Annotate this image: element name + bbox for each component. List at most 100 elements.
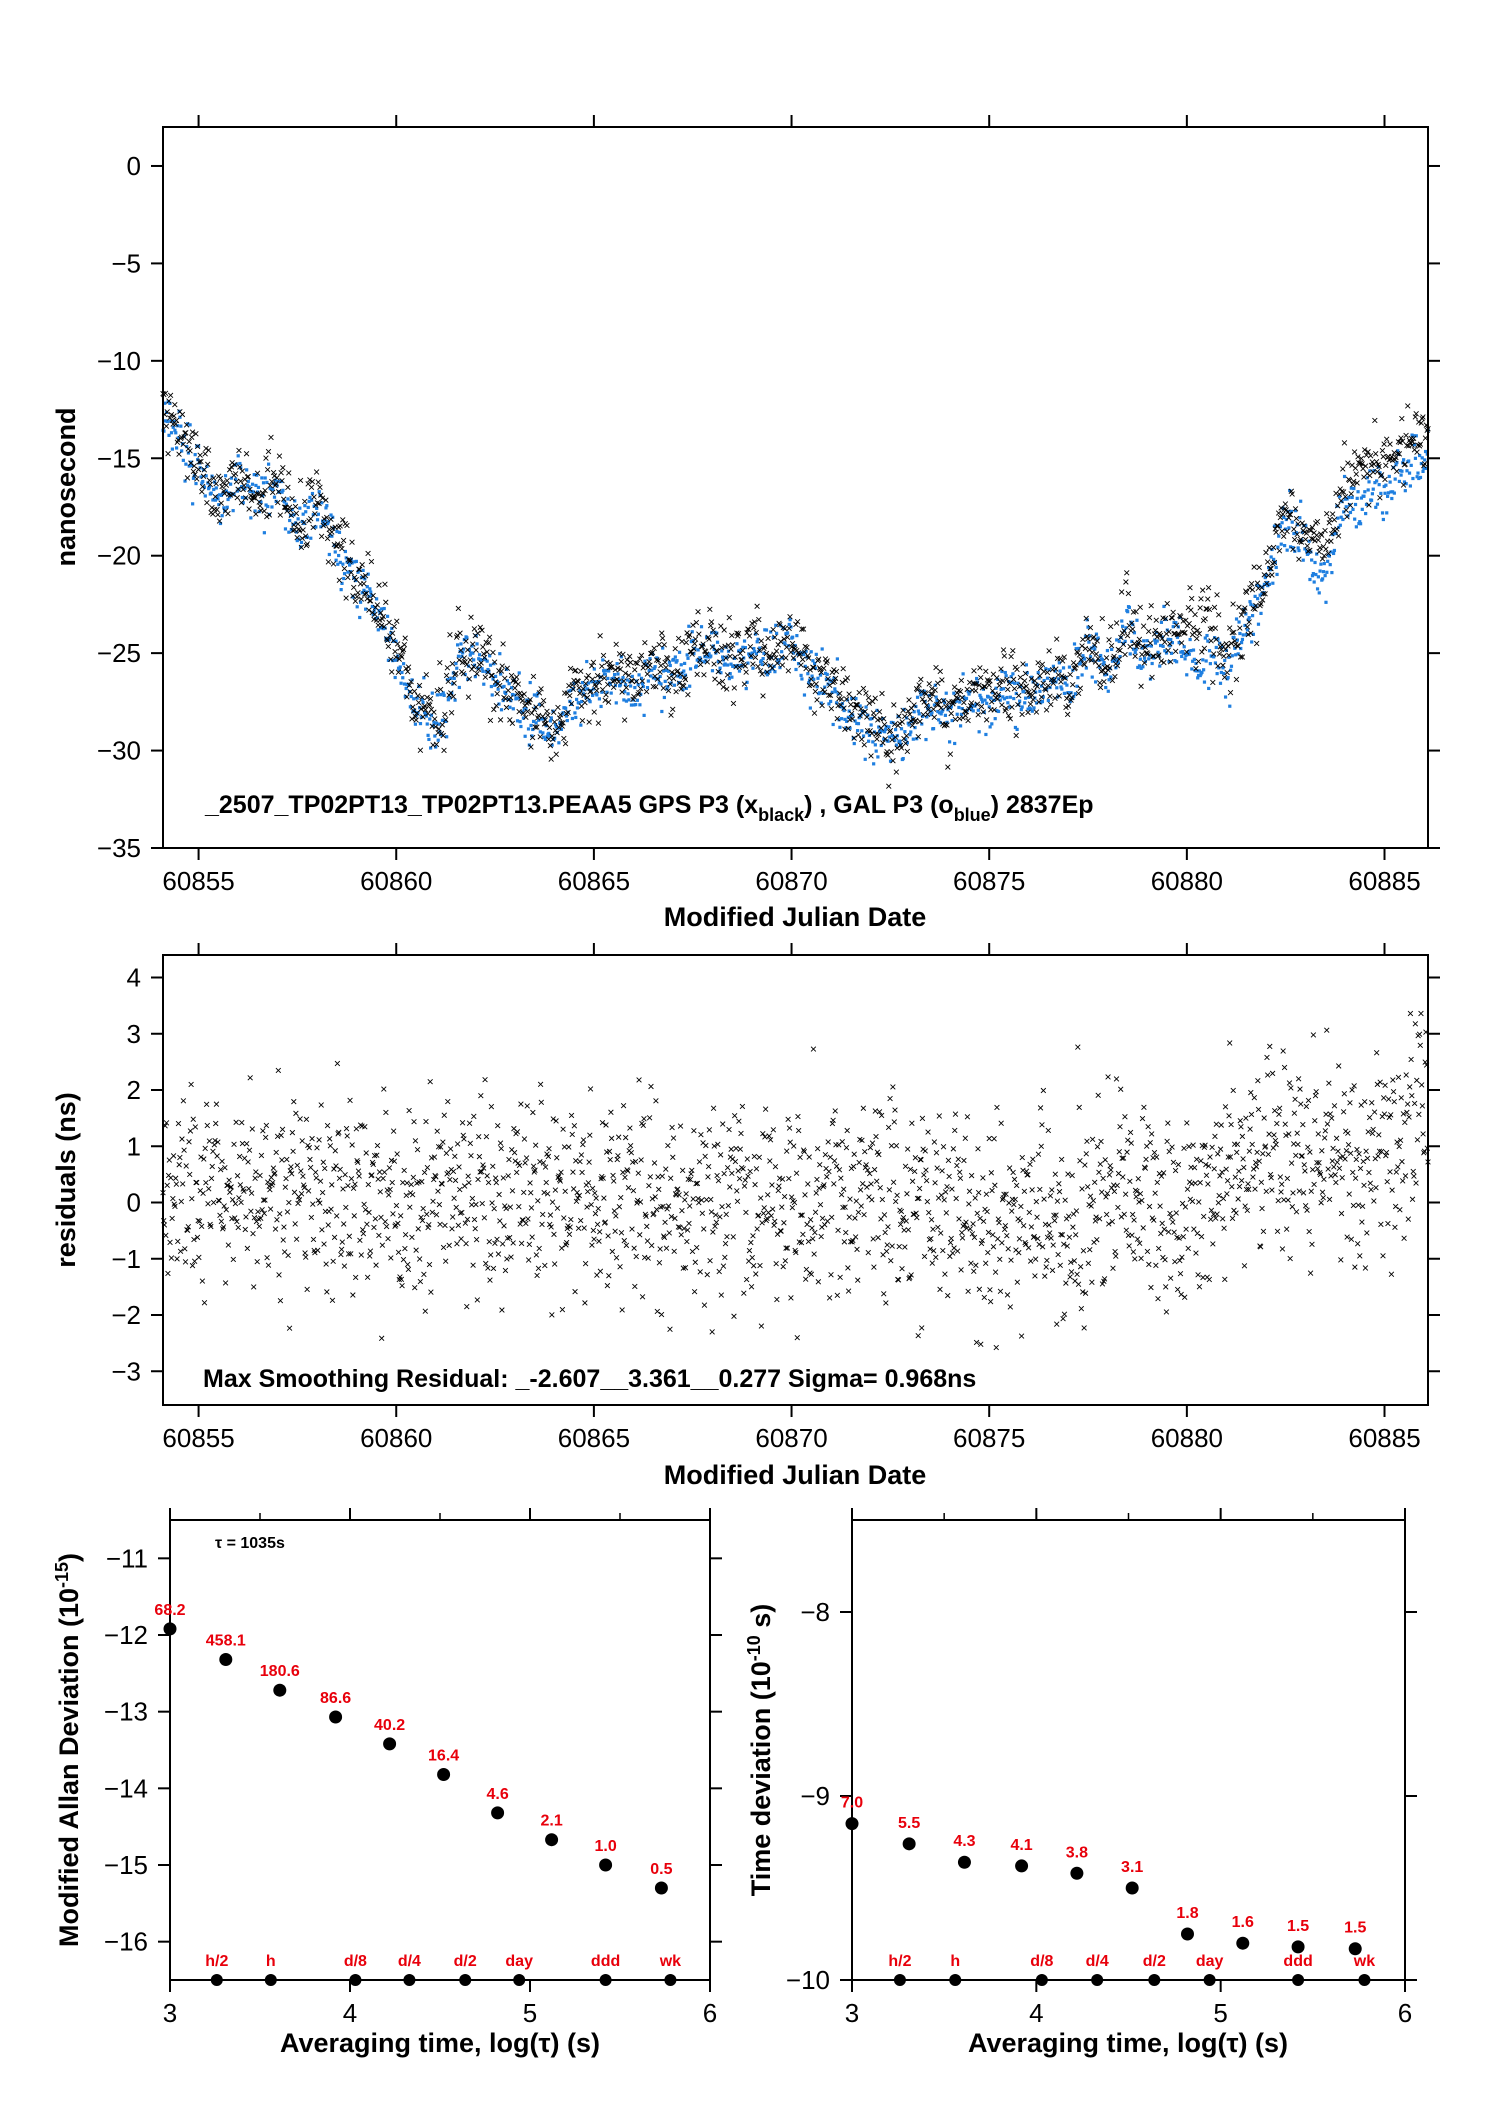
gps-point: [656, 641, 662, 648]
residual-point: [840, 1186, 847, 1192]
gal-point: [317, 490, 321, 494]
residual-point: [809, 1225, 815, 1231]
gps-point: [1202, 616, 1208, 622]
gps-point: [660, 685, 667, 691]
residual-point: [622, 1174, 628, 1181]
residual-point: [1198, 1158, 1204, 1164]
residual-point: [1331, 1164, 1337, 1170]
gps-point: [199, 488, 205, 495]
residual-point: [257, 1172, 263, 1179]
gal-point: [787, 622, 791, 627]
gps-point: [576, 685, 582, 691]
gps-point: [1021, 678, 1028, 684]
residual-point: [812, 1229, 818, 1236]
residual-point: [1146, 1203, 1153, 1210]
gal-point: [1294, 509, 1298, 513]
gal-point: [356, 570, 360, 574]
gal-point: [681, 688, 685, 692]
residual-point: [472, 1225, 478, 1232]
gal-point: [249, 516, 253, 520]
gps-point: [1099, 615, 1105, 622]
gps-point: [1214, 592, 1220, 598]
gal-point: [1294, 531, 1299, 535]
residual-point: [1311, 1181, 1317, 1188]
gps-point: [550, 736, 556, 743]
gal-point: [818, 673, 823, 677]
residual-point: [355, 1159, 361, 1166]
point-value-label: 86.6: [320, 1690, 351, 1707]
residual-point: [929, 1260, 935, 1266]
residual-point: [607, 1156, 613, 1163]
residual-point: [1224, 1191, 1230, 1197]
gps-point: [356, 566, 363, 573]
gps-point: [1249, 587, 1256, 593]
residual-point: [549, 1312, 555, 1318]
gal-point: [535, 694, 539, 698]
residual-point: [1196, 1284, 1203, 1290]
gal-point: [1124, 626, 1128, 630]
gal-point: [1400, 469, 1404, 473]
gal-point: [418, 721, 423, 726]
gal-point: [1189, 649, 1193, 653]
gps-point: [983, 668, 989, 675]
residual-point: [292, 1221, 298, 1227]
residual-point: [1276, 1111, 1282, 1118]
residual-point: [1288, 1160, 1295, 1166]
residual-point: [1297, 1086, 1303, 1092]
gps-point: [262, 487, 268, 494]
residual-point: [1235, 1196, 1241, 1202]
residual-point: [428, 1289, 434, 1295]
residual-point: [905, 1227, 912, 1233]
residual-point: [652, 1194, 658, 1200]
gps-point: [316, 500, 322, 507]
residual-point: [512, 1158, 519, 1164]
residual-point: [885, 1224, 891, 1230]
gps-point: [1067, 671, 1073, 678]
residual-point: [582, 1260, 589, 1267]
residual-point: [1108, 1167, 1114, 1173]
residual-point: [1181, 1145, 1187, 1152]
gal-point: [1269, 555, 1273, 559]
gal-point: [694, 664, 699, 668]
gal-point: [991, 691, 995, 695]
gps-point: [1020, 661, 1026, 667]
residual-point: [1239, 1133, 1246, 1140]
gps-point: [287, 507, 294, 514]
gal-point: [1131, 647, 1136, 651]
interval-marker-label: d/4: [398, 1953, 421, 1970]
gal-point: [1168, 644, 1172, 648]
residual-point: [619, 1307, 625, 1313]
residual-point: [447, 1176, 453, 1183]
gal-point: [838, 725, 842, 729]
residual-point: [1063, 1280, 1069, 1286]
gal-point: [450, 682, 455, 686]
gal-point: [741, 645, 745, 649]
gal-point: [755, 640, 759, 644]
x-tick-label: 60875: [953, 1423, 1025, 1453]
gps-point: [230, 491, 236, 498]
residual-point: [466, 1179, 472, 1186]
gps-point: [217, 475, 224, 482]
residual-point: [367, 1248, 374, 1254]
gps-point: [388, 656, 394, 663]
residual-point: [1290, 1190, 1296, 1196]
gps-point: [773, 648, 780, 654]
residual-point: [1371, 1198, 1377, 1204]
residual-point: [1307, 1149, 1313, 1155]
gps-point: [872, 695, 878, 701]
residual-point: [474, 1297, 481, 1303]
gal-point: [1158, 643, 1163, 648]
gps-point: [523, 714, 529, 721]
residual-point: [1339, 1175, 1345, 1181]
gps-point: [1101, 678, 1107, 685]
gal-point: [578, 689, 582, 693]
gal-point: [169, 431, 174, 435]
gal-point: [672, 683, 677, 687]
residual-point: [1350, 1202, 1357, 1209]
gal-point: [1118, 655, 1122, 659]
residual-point: [592, 1190, 598, 1196]
gps-point: [537, 734, 543, 740]
gal-point: [995, 709, 999, 713]
gal-point: [202, 468, 206, 472]
gps-point: [1089, 649, 1095, 656]
